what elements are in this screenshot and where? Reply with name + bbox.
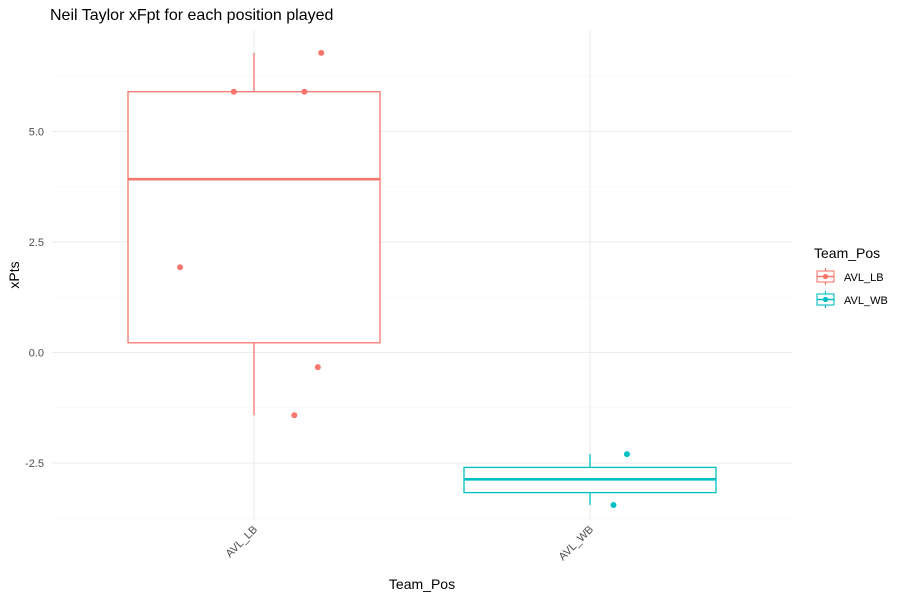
y-tick-label: 2.5 (29, 237, 44, 249)
box-avl-lb (127, 52, 381, 416)
x-axis-ticks: AVL_LB AVL_WB (224, 524, 596, 563)
data-point (291, 412, 298, 419)
legend-key-point (822, 296, 829, 303)
data-point (623, 451, 630, 458)
boxes (127, 52, 717, 505)
data-point (177, 264, 184, 271)
x-axis-title: Team_Pos (389, 576, 455, 592)
y-tick-label: 5.0 (29, 127, 44, 139)
data-points (177, 49, 630, 508)
box-iqr (127, 91, 381, 344)
data-point (610, 501, 617, 508)
legend-label: AVL_WB (844, 295, 888, 307)
chart-title: Neil Taylor xFpt for each position playe… (50, 7, 333, 24)
x-tick-label: AVL_WB (557, 524, 596, 563)
y-axis-title: xPts (6, 261, 22, 288)
x-tick-label: AVL_LB (224, 524, 260, 560)
legend-entry-avl-wb: AVL_WB (816, 291, 888, 308)
box-avl-wb (463, 454, 717, 505)
y-tick-label: 0.0 (29, 348, 44, 360)
data-point (318, 49, 325, 56)
legend-entry-avl-lb: AVL_LB (816, 268, 884, 285)
data-point (314, 364, 321, 371)
legend-key-point (822, 273, 829, 280)
legend-label: AVL_LB (844, 272, 884, 284)
data-point (230, 88, 237, 95)
y-axis-ticks: -2.5 0.0 2.5 5.0 (25, 127, 44, 471)
legend-title: Team_Pos (814, 245, 880, 261)
legend: Team_Pos AVL_LB AVL_WB (814, 245, 888, 308)
y-tick-label: -2.5 (25, 458, 44, 470)
data-point (301, 88, 308, 95)
